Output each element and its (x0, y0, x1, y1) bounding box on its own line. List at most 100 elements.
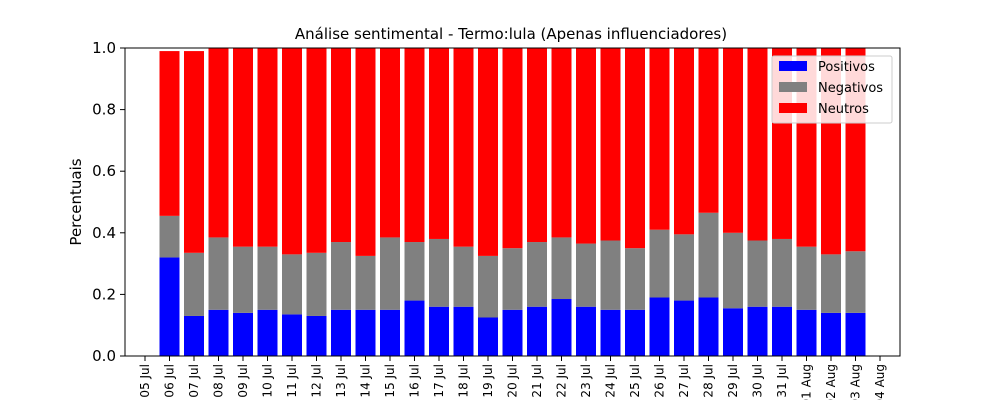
bar-positivos-0 (159, 257, 180, 356)
bar-negativos-12 (453, 246, 474, 307)
x-tick-label: 16 Jul (408, 364, 422, 398)
x-tick-label: 12 Jul (310, 364, 324, 398)
bar-neutros-9 (380, 48, 400, 238)
bar-positivos-12 (453, 306, 474, 356)
y-axis-label: Percentuais (67, 158, 85, 245)
bar-positivos-24 (747, 306, 768, 356)
bar-negativos-24 (747, 240, 768, 307)
legend-label-positivos: Positivos (818, 60, 875, 75)
bar-positivos-23 (723, 308, 743, 356)
bar-positivos-10 (404, 300, 425, 356)
bar-neutros-23 (723, 48, 743, 233)
x-tick-label: 21 Jul (530, 364, 544, 398)
bar-negativos-15 (527, 242, 547, 307)
bar-neutros-1 (184, 51, 204, 253)
bar-negativos-17 (576, 243, 596, 307)
bar-positivos-20 (649, 297, 670, 356)
legend: Positivos Negativos Neutros (771, 55, 893, 124)
bar-positivos-9 (380, 309, 400, 356)
x-tick-label: 26 Jul (653, 364, 667, 398)
x-tick-label: 07 Jul (187, 364, 201, 398)
x-tick-label: 10 Jul (261, 364, 275, 398)
bar-neutros-14 (502, 48, 523, 249)
x-tick-label: 15 Jul (383, 364, 397, 398)
x-tick-label: 22 Jul (555, 364, 569, 398)
bar-positivos-3 (233, 312, 253, 356)
bar-negativos-8 (355, 255, 376, 310)
bar-negativos-7 (331, 242, 351, 310)
x-tick-label: 20 Jul (506, 364, 520, 398)
x-tick-label: 31 Jul (775, 364, 789, 398)
x-tick-label: 23 Jul (579, 364, 593, 398)
x-tick-label: 01 Aug (800, 364, 814, 400)
bar-negativos-9 (380, 237, 400, 310)
x-tick-label: 27 Jul (677, 364, 691, 398)
bar-positivos-22 (698, 297, 719, 356)
bar-negativos-4 (257, 246, 278, 310)
bar-negativos-6 (306, 252, 327, 316)
bar-neutros-4 (257, 48, 278, 247)
bar-neutros-7 (331, 48, 351, 243)
bar-negativos-23 (723, 232, 743, 309)
bar-positivos-16 (551, 299, 572, 356)
x-tick-label: 18 Jul (457, 364, 471, 398)
bar-negativos-13 (478, 255, 498, 318)
y-tick-label: 0.2 (92, 285, 116, 303)
bar-positivos-25 (772, 306, 792, 356)
bar-positivos-11 (429, 306, 449, 356)
y-tick-label: 0.4 (92, 224, 116, 242)
x-tick-label: 25 Jul (628, 364, 642, 398)
bar-neutros-0 (159, 51, 180, 216)
bar-neutros-22 (698, 48, 719, 213)
x-tick-label: 14 Jul (359, 364, 373, 398)
bar-negativos-2 (208, 237, 229, 310)
bar-positivos-1 (184, 315, 204, 356)
x-tick-label: 02 Aug (824, 364, 838, 400)
plot-frame (124, 47, 901, 357)
legend-swatch-neutros (779, 103, 807, 113)
x-tick-label: 17 Jul (432, 364, 446, 398)
x-tick-label: 05 Jul (138, 364, 152, 398)
bar-neutros-16 (551, 48, 572, 238)
x-tick-label: 13 Jul (334, 364, 348, 398)
bar-positivos-2 (208, 309, 229, 356)
x-tick-label: 06 Jul (163, 364, 177, 398)
x-tick-label: 04 Aug (873, 364, 887, 400)
bar-positivos-8 (355, 309, 376, 356)
bar-positivos-6 (306, 315, 327, 356)
bar-negativos-28 (845, 251, 866, 313)
bar-negativos-10 (404, 242, 425, 301)
bar-positivos-26 (796, 309, 817, 356)
bar-negativos-26 (796, 246, 817, 310)
bars-group (159, 48, 866, 356)
bar-positivos-14 (502, 309, 523, 356)
bar-positivos-17 (576, 306, 596, 356)
legend-label-neutros: Neutros (818, 102, 869, 117)
bar-negativos-22 (698, 212, 719, 298)
bar-negativos-1 (184, 252, 204, 316)
x-tick-label: 28 Jul (702, 364, 716, 398)
y-axis-ticks: 0.0 0.2 0.4 0.6 0.8 1.0 (92, 39, 125, 365)
bar-neutros-11 (429, 48, 449, 239)
bar-positivos-5 (282, 314, 302, 356)
bar-neutros-12 (453, 48, 474, 247)
bar-neutros-8 (355, 48, 376, 256)
y-tick-label: 0.8 (92, 101, 116, 119)
bar-positivos-4 (257, 309, 278, 356)
bar-negativos-5 (282, 254, 302, 315)
bar-negativos-19 (625, 248, 645, 310)
legend-label-negativos: Negativos (818, 81, 883, 96)
bar-negativos-3 (233, 246, 253, 313)
x-axis-ticks: 05 Jul 06 Jul 07 Jul 08 Jul 09 Jul 10 Jul 11 J… (138, 356, 887, 400)
bar-negativos-20 (649, 229, 670, 298)
x-tick-label: 09 Jul (236, 364, 250, 398)
bar-neutros-20 (649, 48, 670, 230)
bar-negativos-0 (159, 215, 180, 258)
bar-positivos-28 (845, 312, 866, 356)
bar-negativos-11 (429, 238, 449, 307)
x-tick-label: 11 Jul (285, 364, 299, 398)
bar-positivos-27 (821, 312, 841, 356)
bar-positivos-13 (478, 317, 498, 356)
chart-title: Análise sentimental - Termo:lula (Apenas… (295, 25, 727, 43)
